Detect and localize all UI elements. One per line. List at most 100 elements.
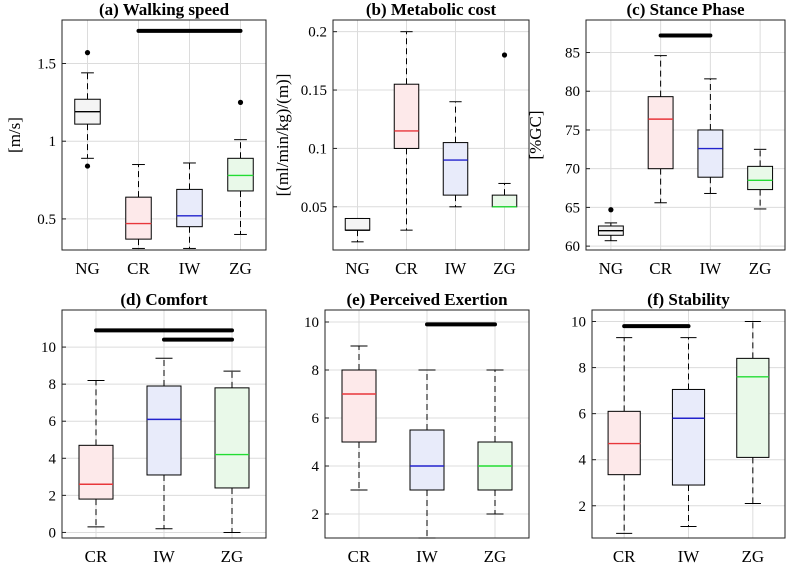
x-category-label: CR (613, 547, 636, 566)
y-tick-label: 60 (565, 239, 580, 255)
box-body (736, 357, 770, 458)
y-axis-label: [m/s] (5, 117, 24, 153)
box-zg (747, 148, 774, 210)
box-body (491, 194, 518, 208)
panel-a: 0.5 1 1.5 NG CR IW ZG (a) Walking speed [m/s] (5, 0, 267, 278)
chart-title: (b) Metabolic cost (366, 0, 497, 19)
x-category-label: IW (700, 259, 723, 278)
box-body (393, 83, 420, 149)
box-zg (214, 370, 250, 533)
y-tick-label: 1 (49, 134, 57, 150)
box-ng (597, 207, 624, 242)
axes-frame (61, 19, 267, 251)
y-tick-label: 80 (565, 84, 580, 100)
outlier-point (608, 207, 614, 213)
box-iw (146, 357, 182, 530)
x-category-label: NG (75, 259, 100, 278)
y-tick-label: 6 (312, 411, 320, 427)
box-body (125, 196, 152, 240)
panel-e: 2 4 6 8 10 CR IW ZG (e) Perceived Exertion (304, 290, 530, 566)
chart-title: (a) Walking speed (99, 0, 230, 19)
x-category-label: NG (599, 259, 624, 278)
box-ng (344, 217, 371, 243)
y-tick-label: 0.05 (301, 200, 327, 216)
box-zg (477, 369, 513, 515)
box-cr (78, 379, 114, 528)
outlier-point (237, 99, 244, 105)
outlier-point (84, 50, 91, 56)
axes-frame (332, 19, 530, 251)
chart-title: (d) Comfort (120, 290, 208, 309)
y-tick-label: 10 (304, 315, 319, 331)
y-tick-label: 2 (579, 499, 587, 515)
chart-title: (e) Perceived Exertion (346, 290, 508, 309)
y-tick-label: 85 (565, 46, 580, 62)
box-cr (341, 345, 377, 491)
box-zg (491, 52, 518, 208)
box-body (227, 157, 254, 192)
box-body (176, 188, 203, 228)
y-axis-label: [(ml/min/kg)/(m)] (273, 74, 292, 197)
x-category-label: IW (153, 547, 176, 566)
x-category-label: ZG (741, 547, 764, 566)
chart-title: (c) Stance Phase (626, 0, 744, 19)
x-category-label: CR (649, 259, 672, 278)
outlier-point (84, 163, 91, 169)
y-tick-label: 0.15 (301, 83, 327, 99)
y-tick-label: 70 (565, 162, 580, 178)
box-iw (409, 369, 445, 539)
box-body (647, 96, 674, 170)
axes-frame (585, 19, 786, 251)
y-tick-label: 6 (579, 407, 587, 423)
panel-c: 60 65 70 75 80 85 NG CR IW ZG (c) Stance Phase [%GC… (526, 0, 786, 278)
y-tick-label: 10 (571, 315, 586, 331)
y-tick-label: 0.2 (308, 25, 327, 41)
x-category-label: CR (348, 547, 371, 566)
box-zg (227, 99, 254, 235)
x-category-label: ZG (749, 259, 772, 278)
box-cr (393, 31, 420, 231)
y-tick-label: 2 (49, 488, 57, 504)
y-tick-label: 6 (49, 414, 57, 430)
box-ng (74, 50, 101, 169)
x-category-label: CR (85, 547, 108, 566)
box-iw (442, 101, 469, 208)
y-tick-label: 4 (312, 459, 320, 475)
y-tick-label: 0.5 (37, 212, 56, 228)
y-tick-label: 75 (565, 123, 580, 139)
x-category-label: IW (416, 547, 439, 566)
box-zg (736, 321, 770, 504)
x-category-label: ZG (221, 547, 244, 566)
y-tick-label: 10 (41, 340, 56, 356)
x-category-label: ZG (484, 547, 507, 566)
box-body (747, 165, 774, 191)
y-tick-label: 4 (579, 453, 587, 469)
box-body (78, 444, 114, 500)
y-tick-label: 65 (565, 200, 580, 216)
panel-f: 2 4 6 8 10 CR IW ZG (f) Stability (571, 290, 786, 566)
box-body (146, 385, 182, 476)
y-tick-label: 0.1 (308, 141, 327, 157)
box-body (442, 142, 469, 196)
x-category-label: CR (127, 259, 150, 278)
x-category-label: IW (678, 547, 701, 566)
panel-d: 0 2 4 6 8 10 CR IW ZG (d) Comfort (41, 290, 267, 566)
box-cr (125, 164, 152, 249)
box-iw (697, 78, 724, 194)
y-tick-label: 8 (579, 361, 587, 377)
panel-b: 0.05 0.1 0.15 0.2 NG CR IW ZG (b) Metabolic cost… (273, 0, 530, 278)
box-iw (671, 337, 706, 527)
y-axis-label: [%GC] (526, 110, 545, 159)
box-body (341, 369, 377, 443)
outlier-point (501, 52, 508, 58)
x-category-label: IW (179, 259, 202, 278)
box-body (697, 129, 724, 178)
x-category-label: NG (345, 259, 370, 278)
box-cr (647, 55, 674, 204)
x-category-label: IW (445, 259, 468, 278)
x-category-label: ZG (493, 259, 516, 278)
y-tick-label: 0 (49, 525, 57, 541)
axes-frame (591, 309, 786, 539)
box-iw (176, 162, 203, 249)
